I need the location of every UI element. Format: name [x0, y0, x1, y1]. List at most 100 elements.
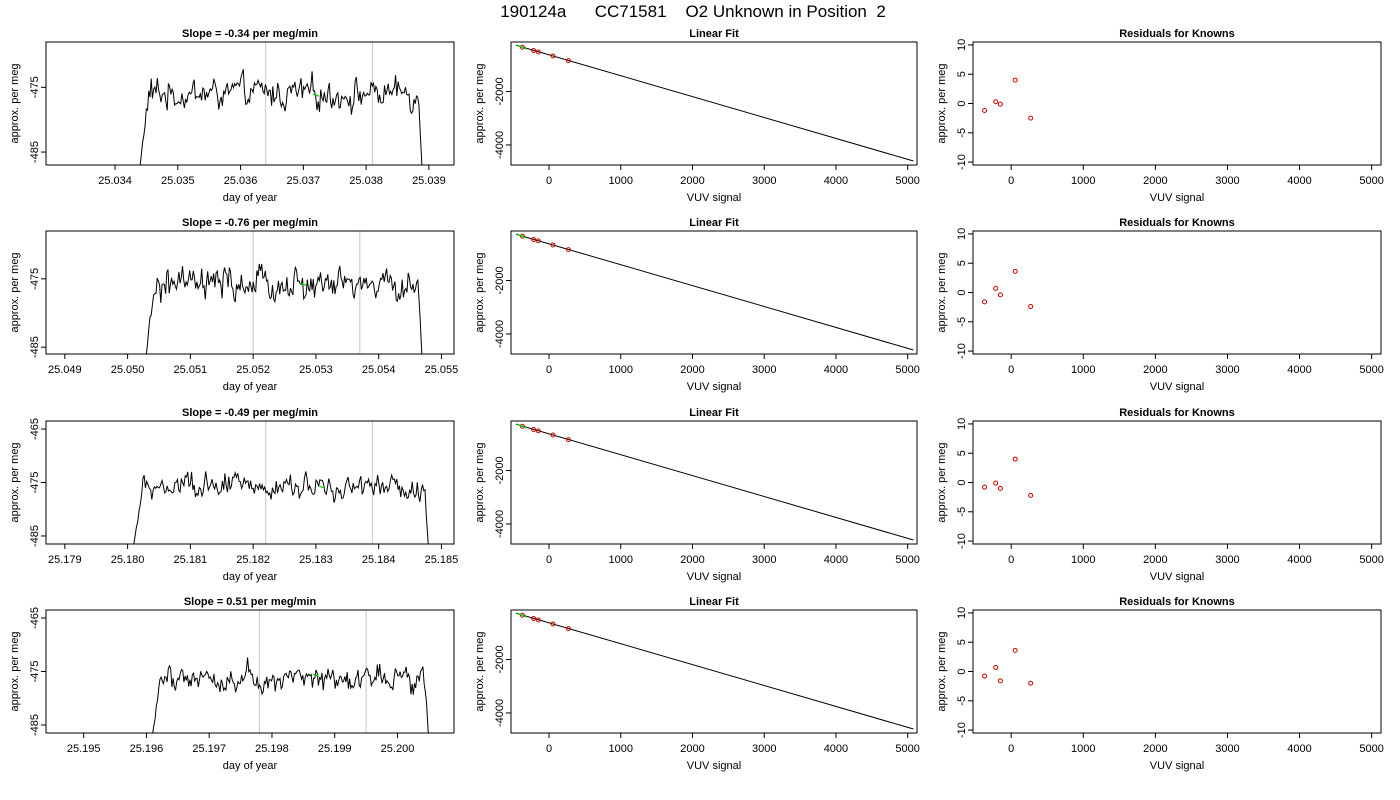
panel-4-2: Linear Fit 0 1000 2000 3000 4000 5000 -2000 -400…: [474, 596, 920, 772]
x-tick-label: 25.200: [381, 743, 415, 755]
x-axis-label: VUV signal: [1150, 760, 1204, 772]
y-axis-label: approx. per meg: [474, 252, 486, 332]
x-tick-label: 25.053: [299, 364, 333, 376]
residual-point: [1012, 268, 1018, 274]
x-tick-label: 25.051: [174, 364, 208, 376]
y-tick-label: -475: [29, 76, 41, 98]
x-axis-label: VUV signal: [1150, 192, 1204, 204]
panel-3-3: Residuals for Knowns 0 1000 2000 3000 4000 500…: [936, 407, 1384, 583]
y-tick-label: -10: [956, 722, 968, 738]
x-tick-label: 2000: [680, 554, 704, 566]
residual-point: [982, 108, 988, 114]
x-tick-label: 25.035: [161, 175, 195, 187]
plot-content: [982, 647, 1034, 686]
x-tick-label: 5000: [1359, 554, 1383, 566]
plot-content: [515, 44, 914, 162]
plot-title: Linear Fit: [689, 217, 739, 229]
x-tick-label: 2000: [1143, 743, 1167, 755]
x-tick-label: 25.183: [299, 554, 333, 566]
plot-content: [145, 231, 423, 354]
residual-point: [997, 678, 1003, 684]
x-tick-label: 1000: [1071, 175, 1095, 187]
x-tick-label: 3000: [1215, 364, 1239, 376]
y-tick-label: -2000: [494, 77, 506, 105]
plot-title: Residuals for Knowns: [1119, 28, 1235, 40]
x-axis-label: VUV signal: [687, 192, 741, 204]
x-tick-label: 2000: [680, 743, 704, 755]
residual-point: [982, 673, 988, 679]
plot-content: [982, 268, 1034, 310]
x-tick-label: 25.052: [236, 364, 270, 376]
x-tick-label: 25.036: [224, 175, 258, 187]
y-tick-label: 5: [956, 639, 968, 645]
y-tick-label: -2000: [494, 645, 506, 673]
unknown-point-marker: [300, 282, 307, 286]
x-tick-label: 25.055: [425, 364, 459, 376]
x-tick-label: 2000: [1143, 554, 1167, 566]
unknown-point-marker: [516, 423, 528, 429]
y-tick-label: -4000: [494, 320, 506, 348]
known-point: [531, 427, 537, 433]
plot-content: [152, 610, 429, 733]
x-tick-label: 25.037: [287, 175, 321, 187]
unknown-point-marker: [312, 93, 320, 97]
plot-frame: [45, 420, 455, 545]
plot-title: Slope = 0.51 per meg/min: [184, 596, 317, 608]
y-axis-label: approx. per meg: [9, 631, 21, 711]
plot-frame: [972, 41, 1382, 166]
plot-content: [982, 456, 1034, 498]
residual-point: [1028, 492, 1034, 498]
plot-frame: [972, 230, 1382, 355]
y-tick-label: -4000: [494, 131, 506, 159]
x-axis-label: day of year: [223, 381, 278, 393]
panel-4-3: Residuals for Knowns 0 1000 2000 3000 4000 500…: [936, 596, 1384, 772]
x-tick-label: 25.197: [192, 743, 226, 755]
x-tick-label: 25.182: [236, 554, 270, 566]
x-tick-label: 2000: [680, 364, 704, 376]
plot-title: Residuals for Knowns: [1119, 407, 1235, 419]
x-tick-label: 5000: [895, 743, 919, 755]
y-tick-label: -5: [956, 696, 968, 706]
y-tick-label: 10: [956, 228, 968, 240]
y-tick-label: -4000: [494, 510, 506, 538]
residual-point: [997, 485, 1003, 491]
y-tick-label: -465: [29, 607, 41, 629]
x-tick-label: 0: [1008, 554, 1014, 566]
x-tick-label: 25.054: [362, 364, 396, 376]
fit-line: [515, 423, 914, 541]
residual-point: [1012, 647, 1018, 653]
residual-point: [997, 292, 1003, 298]
plot-content: [515, 423, 914, 541]
x-tick-label: 25.179: [48, 554, 82, 566]
plot-title: Residuals for Knowns: [1119, 217, 1235, 229]
plot-content: [515, 233, 914, 351]
unknown-point-marker: [516, 612, 528, 618]
per-meg-trace: [145, 263, 423, 354]
y-tick-label: -10: [956, 154, 968, 170]
plot-frame: [510, 230, 918, 355]
x-tick-label: 5000: [1359, 175, 1383, 187]
x-tick-label: 3000: [1215, 554, 1239, 566]
panel-3-2: Linear Fit 0 1000 2000 3000 4000 5000 -2000 -400…: [474, 407, 920, 583]
x-axis-label: VUV signal: [1150, 571, 1204, 583]
x-tick-label: 0: [546, 364, 552, 376]
y-tick-label: -475: [29, 660, 41, 682]
y-tick-label: 0: [956, 100, 968, 106]
y-axis-label: approx. per meg: [936, 63, 948, 143]
y-tick-label: -2000: [494, 266, 506, 294]
panel-1-1: Slope = -0.34 per meg/min 25.034 25.035 25.…: [9, 28, 455, 204]
x-tick-label: 25.185: [425, 554, 459, 566]
x-tick-label: 25.034: [98, 175, 132, 187]
y-axis-label: approx. per meg: [936, 631, 948, 711]
plot-title: Slope = -0.76 per meg/min: [182, 217, 318, 229]
residual-point: [997, 101, 1003, 107]
panel-1-3: Residuals for Knowns 0 1000 2000 3000 4000 500…: [936, 28, 1384, 204]
x-tick-label: 4000: [1287, 554, 1311, 566]
unknown-point-marker: [516, 233, 528, 239]
x-axis-label: day of year: [223, 192, 278, 204]
x-tick-label: 0: [1008, 364, 1014, 376]
residual-point: [993, 285, 999, 291]
y-tick-label: -2000: [494, 456, 506, 484]
y-tick-label: -475: [29, 471, 41, 493]
known-point: [531, 237, 537, 243]
